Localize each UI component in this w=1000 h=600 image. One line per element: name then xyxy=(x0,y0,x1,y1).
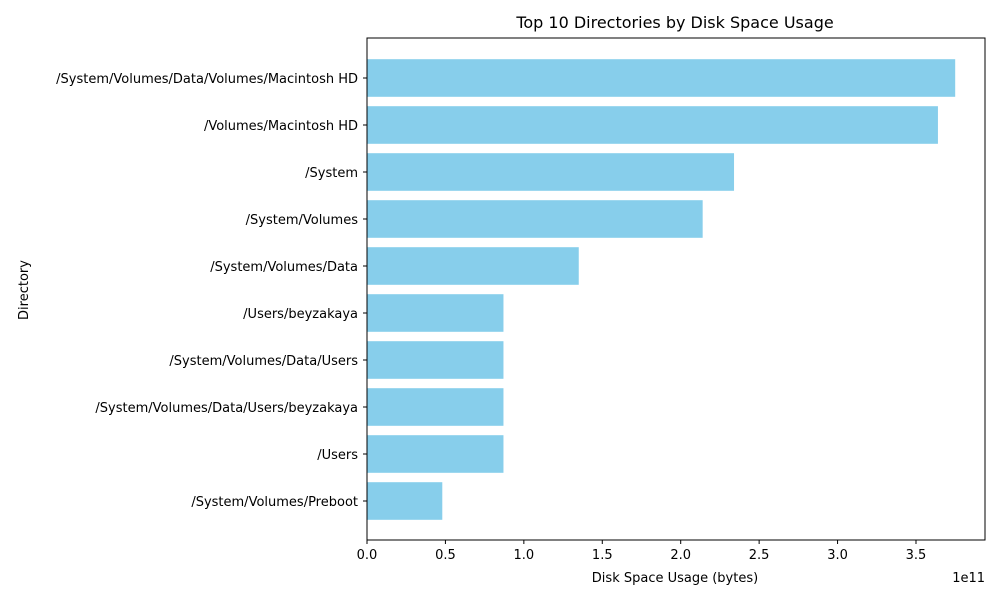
y-tick-label: /System/Volumes xyxy=(246,213,359,228)
bar xyxy=(367,200,703,238)
y-tick-label: /System/Volumes/Data/Users/beyzakaya xyxy=(95,401,358,416)
x-tick-label: 3.5 xyxy=(906,548,927,563)
x-tick-label: 2.5 xyxy=(749,548,770,563)
x-axis-label: Disk Space Usage (bytes) xyxy=(592,571,758,586)
x-axis-offset-label: 1e11 xyxy=(952,571,985,586)
bar xyxy=(367,294,504,332)
y-tick-label: /Users xyxy=(317,448,358,463)
y-tick-label: /Users/beyzakaya xyxy=(243,307,358,322)
x-tick-label: 1.5 xyxy=(592,548,613,563)
y-tick-label: /System/Volumes/Data xyxy=(210,260,358,275)
bar xyxy=(367,106,938,144)
x-tick-label: 0.0 xyxy=(357,548,378,563)
x-tick-labels: 0.0 0.5 1.0 1.5 2.0 2.5 3.0 3.5 xyxy=(357,540,927,563)
y-tick-label: /System/Volumes/Data/Volumes/Macintosh H… xyxy=(56,72,358,87)
y-axis-label: Directory xyxy=(17,260,32,320)
y-tick-label: /Volumes/Macintosh HD xyxy=(204,119,358,134)
y-tick-labels: /System/Volumes/Data/Volumes/Macintosh H… xyxy=(56,72,367,510)
bar xyxy=(367,482,443,520)
plot-frame xyxy=(366,37,986,541)
chart-title: Top 10 Directories by Disk Space Usage xyxy=(515,13,833,32)
bar xyxy=(367,247,579,285)
y-tick-label: /System xyxy=(305,166,358,181)
bar xyxy=(367,59,956,97)
bar xyxy=(367,388,504,426)
bar xyxy=(367,435,504,473)
x-tick-label: 3.0 xyxy=(827,548,848,563)
bars-group xyxy=(367,59,956,520)
x-tick-label: 0.5 xyxy=(435,548,456,563)
x-tick-label: 2.0 xyxy=(670,548,691,563)
x-tick-label: 1.0 xyxy=(514,548,535,563)
bar xyxy=(367,341,504,379)
bar xyxy=(367,153,735,191)
y-tick-label: /System/Volumes/Preboot xyxy=(191,495,358,510)
y-tick-label: /System/Volumes/Data/Users xyxy=(169,354,358,369)
